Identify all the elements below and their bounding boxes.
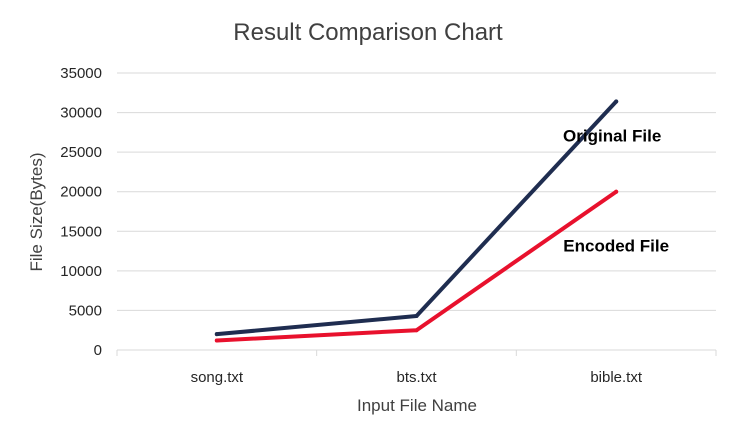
series-line-0	[214, 99, 619, 337]
y-tick-label: 5000	[69, 302, 102, 319]
chart-title: Result Comparison Chart	[233, 19, 503, 46]
y-tick-labels: 0 5000 10000 15000 20000 25000 30000 35000	[60, 65, 102, 359]
x-tick-label: bts.txt	[396, 369, 437, 386]
x-tick-label: song.txt	[191, 369, 244, 386]
data-point	[214, 338, 219, 343]
series-layer: Original File Encoded File	[214, 99, 669, 343]
data-point	[614, 99, 619, 104]
series-label-0: Original File	[563, 126, 661, 145]
x-tick-labels: song.txt bts.txt bible.txt	[191, 369, 643, 386]
x-axis-label: Input File Name	[357, 396, 477, 415]
series-label-1: Encoded File	[563, 237, 669, 256]
y-tick-label: 30000	[60, 105, 102, 122]
data-point	[214, 332, 219, 337]
y-tick-label: 10000	[60, 263, 102, 280]
x-tick-label: bible.txt	[590, 369, 643, 386]
y-tick-label: 20000	[60, 184, 102, 201]
series-line-1	[214, 189, 619, 343]
data-point	[614, 189, 619, 194]
grid-layer	[116, 72, 717, 356]
data-point	[414, 328, 419, 333]
data-point	[414, 313, 419, 318]
y-axis-label: File Size(Bytes)	[27, 152, 46, 271]
y-tick-label: 35000	[60, 65, 102, 82]
y-tick-label: 25000	[60, 144, 102, 161]
y-tick-label: 0	[94, 342, 102, 359]
y-tick-label: 15000	[60, 223, 102, 240]
